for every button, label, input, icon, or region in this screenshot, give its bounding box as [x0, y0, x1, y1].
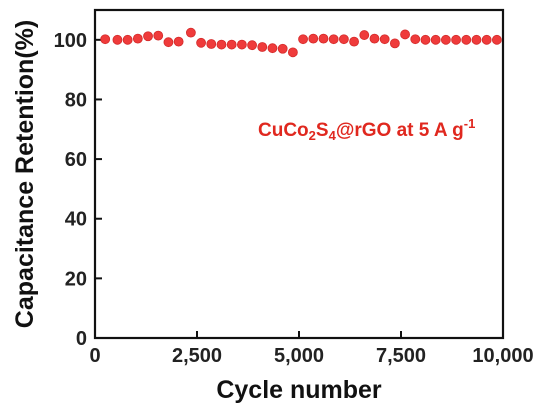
x-axis-title: Cycle number: [216, 376, 382, 404]
plot-area: [93, 8, 505, 340]
data-point: [420, 34, 431, 45]
data-point: [338, 34, 349, 45]
y-tick-label: 0: [76, 328, 87, 350]
data-point: [298, 34, 308, 45]
data-point: [389, 38, 400, 49]
data-point: [461, 34, 472, 45]
data-point: [153, 30, 164, 41]
x-tick-label: 10,000: [472, 345, 533, 367]
data-point: [471, 34, 482, 45]
data-point: [196, 37, 206, 48]
data-point: [163, 37, 174, 48]
data-point: [328, 34, 339, 45]
data-point: [100, 34, 111, 45]
x-tick-label: 5,000: [274, 345, 324, 367]
data-point: [132, 33, 143, 44]
data-point: [122, 34, 133, 45]
data-point: [112, 34, 123, 45]
data-point: [318, 33, 329, 44]
data-point: [247, 40, 257, 51]
y-tick-label: 20: [65, 268, 87, 290]
data-point: [173, 36, 184, 47]
x-tick-label: 0: [89, 345, 100, 367]
data-point: [216, 39, 227, 50]
x-tick-label: 2,500: [172, 345, 222, 367]
annotation-superscript: -1: [464, 116, 476, 131]
data-points: [100, 27, 502, 58]
data-point: [430, 34, 441, 45]
y-tick-label: 80: [65, 89, 87, 111]
annotation-rest: @rGO at 5 A g: [336, 120, 464, 141]
annotation-sub-4: 4: [329, 128, 337, 143]
data-point: [257, 42, 268, 52]
data-point: [440, 34, 451, 45]
plot-frame: [93, 8, 505, 340]
data-point: [236, 39, 247, 50]
data-point: [400, 29, 410, 40]
x-tick-label: 7,500: [376, 345, 426, 367]
annotation-main: CuCo: [258, 120, 309, 141]
data-point: [349, 36, 359, 47]
annotation-mid: S: [316, 120, 329, 141]
data-point: [491, 34, 502, 45]
data-point: [379, 34, 390, 45]
data-point: [185, 27, 196, 38]
y-tick-label: 40: [65, 209, 87, 231]
data-point: [143, 31, 153, 42]
data-point: [410, 34, 421, 45]
annotation-sub-2: 2: [309, 128, 316, 143]
data-point: [226, 39, 237, 50]
data-point: [451, 34, 461, 45]
chart-annotation: CuCo2S4@rGO at 5 A g-1: [258, 116, 475, 143]
data-point: [308, 33, 319, 44]
data-point: [359, 30, 370, 40]
data-point: [369, 33, 380, 44]
data-point: [287, 47, 298, 58]
data-point: [206, 39, 217, 49]
y-tick-label: 100: [54, 30, 87, 52]
axis-ticks: 0 2,500 5,000 7,500 10,000 0 20 40 60 80 100: [54, 30, 534, 367]
data-point: [267, 43, 278, 54]
y-axis-title: Capacitance Retention(%): [11, 20, 39, 328]
data-point: [277, 43, 288, 54]
y-tick-label: 60: [65, 149, 87, 171]
data-point: [481, 34, 492, 45]
